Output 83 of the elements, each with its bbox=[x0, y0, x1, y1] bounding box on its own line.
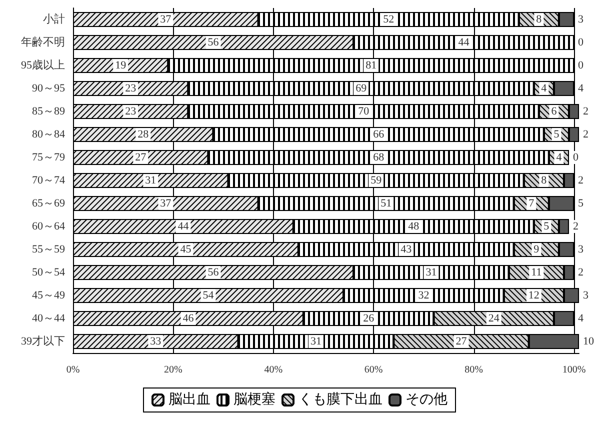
data-label: 56 bbox=[208, 36, 220, 48]
y-tick-label: 39才以下 bbox=[21, 334, 65, 348]
x-tick-label: 100% bbox=[562, 364, 586, 376]
y-tick-label: 50～54 bbox=[32, 266, 66, 278]
y-tick-label: 90～95 bbox=[32, 82, 66, 94]
data-label: 43 bbox=[400, 244, 412, 256]
data-label: 56 bbox=[208, 266, 220, 278]
x-tick-label: 40% bbox=[264, 364, 283, 376]
data-label: 3 bbox=[578, 244, 584, 256]
data-label: 44 bbox=[458, 36, 470, 48]
y-tick-label: 95歳以上 bbox=[21, 58, 65, 72]
data-label: 31 bbox=[145, 174, 156, 186]
y-tick-label: 65～69 bbox=[32, 198, 66, 210]
y-tick-label: 小計 bbox=[43, 12, 65, 26]
x-tick-label: 80% bbox=[464, 364, 483, 376]
x-tick-label: 0% bbox=[66, 364, 80, 376]
data-label: 4 bbox=[541, 82, 548, 94]
data-label: 59 bbox=[370, 174, 382, 186]
data-label: 6 bbox=[551, 106, 558, 118]
data-label: 37 bbox=[160, 14, 172, 26]
data-label: 0 bbox=[578, 60, 584, 72]
x-tick-label: 60% bbox=[364, 364, 383, 376]
data-label: 2 bbox=[578, 266, 584, 278]
data-label: 32 bbox=[418, 290, 430, 302]
data-label: 3 bbox=[583, 290, 589, 302]
data-label: 48 bbox=[408, 220, 420, 232]
y-tick-label: 55～59 bbox=[32, 244, 66, 256]
data-label: 23 bbox=[125, 106, 137, 118]
data-label: 10 bbox=[583, 336, 594, 348]
data-label: 2 bbox=[583, 128, 588, 140]
data-label: 27 bbox=[135, 152, 147, 164]
data-label: 81 bbox=[366, 60, 377, 72]
data-label: 5 bbox=[554, 128, 560, 140]
data-label: 37 bbox=[160, 198, 172, 210]
data-label: 0 bbox=[578, 36, 584, 48]
data-label: 4 bbox=[578, 82, 584, 94]
data-label: 68 bbox=[373, 152, 385, 164]
data-label: 66 bbox=[373, 128, 385, 140]
legend-label: くも膜下出血 bbox=[298, 392, 382, 408]
y-tick-label: 年齢不明 bbox=[21, 36, 65, 48]
data-label: 2 bbox=[583, 106, 588, 118]
y-tick-label: 85～89 bbox=[32, 106, 66, 118]
x-tick-label: 20% bbox=[164, 364, 182, 376]
y-tick-label: 80～84 bbox=[32, 128, 66, 140]
data-label: 7 bbox=[528, 198, 535, 210]
y-tick-label: 70～74 bbox=[32, 174, 66, 186]
data-label: 3 bbox=[578, 14, 584, 26]
data-label: 45 bbox=[180, 244, 192, 256]
data-label: 5 bbox=[544, 220, 550, 232]
data-label: 70 bbox=[358, 106, 370, 118]
data-label: 23 bbox=[125, 82, 137, 94]
y-tick-label: 45～49 bbox=[32, 290, 66, 302]
data-label: 31 bbox=[310, 336, 322, 348]
data-label: 52 bbox=[383, 14, 394, 26]
data-label: 11 bbox=[531, 266, 542, 278]
data-label: 69 bbox=[356, 82, 368, 94]
y-tick-label: 75～79 bbox=[32, 152, 66, 164]
data-label: 2 bbox=[572, 220, 578, 232]
data-label: 44 bbox=[178, 220, 190, 232]
data-label: 5 bbox=[578, 198, 584, 210]
legend-label: その他 bbox=[406, 392, 448, 408]
data-label: 12 bbox=[528, 290, 540, 302]
data-label: 28 bbox=[138, 128, 150, 140]
data-label: 4 bbox=[556, 152, 562, 164]
data-label: 8 bbox=[541, 174, 548, 186]
y-tick-label: 40～44 bbox=[32, 312, 66, 324]
data-label: 9 bbox=[534, 244, 540, 256]
legend-label: 脳出血 bbox=[168, 392, 210, 408]
data-label: 0 bbox=[572, 152, 579, 164]
data-label: 51 bbox=[380, 198, 392, 210]
data-label: 4 bbox=[578, 312, 584, 324]
legend-label: 脳梗塞 bbox=[234, 392, 276, 408]
data-label: 24 bbox=[488, 312, 500, 324]
y-tick-label: 60～64 bbox=[32, 220, 66, 232]
data-label: 31 bbox=[426, 266, 437, 278]
data-label: 27 bbox=[456, 336, 468, 348]
data-label: 26 bbox=[363, 312, 375, 324]
data-label: 19 bbox=[115, 60, 127, 72]
data-label: 2 bbox=[578, 174, 584, 186]
data-label: 46 bbox=[182, 312, 194, 324]
data-label: 33 bbox=[150, 336, 162, 348]
data-label: 8 bbox=[536, 14, 542, 26]
data-label: 54 bbox=[202, 290, 214, 302]
